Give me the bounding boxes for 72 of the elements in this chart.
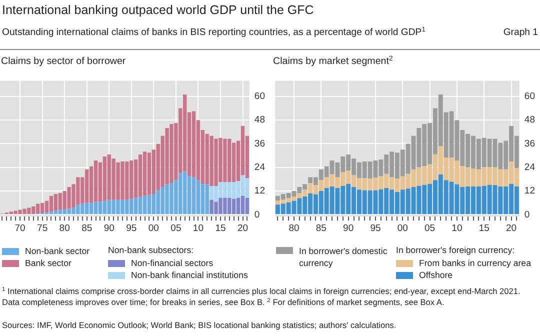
bar (196, 180, 200, 214)
bar (40, 202, 44, 214)
bar (98, 202, 102, 214)
y-tick-label: 0 (254, 209, 260, 220)
bar (142, 152, 147, 196)
bar (147, 152, 152, 195)
legend-label: Non-bank sector (25, 246, 90, 256)
x-tick-label: 10 (452, 222, 462, 234)
bar (138, 196, 142, 214)
legend-label: From banks in currency area (419, 258, 531, 268)
legend-label: Bank sector (25, 258, 72, 268)
bar (192, 111, 196, 178)
bar (245, 198, 250, 214)
bar (192, 177, 196, 214)
bar (142, 196, 147, 214)
y-tick-label: 12 (524, 186, 536, 197)
text: $^{1}$ International claims comprise cross-border claims in all currencies plus local claims in foreign currencies; end-year, except end-March 2021. Data completeness improves over time; for breaks in series, see Box B. $^{2}$ For definitions of market segments, see Box A. (2, 286, 522, 308)
bar (94, 202, 98, 214)
x-tick-label: 80 (59, 222, 70, 234)
x-tick-label: 75 (37, 222, 48, 234)
chart-title: Claims by market segment$^{2}$ (273, 56, 393, 68)
chart-title: Claims by sector of borrower (1, 56, 126, 68)
bar (147, 194, 152, 214)
x-tick-label: 00 (397, 222, 408, 234)
source-note: Sources: IMF, World Economic Outlook; World Bank; BIS locational banking statistics; authors' calculations. (2, 320, 396, 330)
y-tick-label: 0 (524, 209, 530, 220)
y-tick-label: 48 (254, 114, 266, 126)
legend-title: Non-bank subsectors: (108, 245, 195, 257)
bar (89, 202, 94, 214)
y-tick-label: 12 (254, 186, 266, 197)
legend-label: Non-financial sectors (131, 258, 214, 268)
bar (240, 175, 245, 196)
bar (205, 184, 209, 214)
bar (240, 196, 245, 214)
x-tick-label: 85 (82, 222, 92, 234)
y-tick-label: 24 (524, 162, 536, 173)
bar (49, 212, 54, 214)
y-tick-label: 60 (254, 91, 266, 102)
x-tick-label: 15 (215, 222, 226, 234)
x-tick-label: 20 (506, 222, 517, 234)
caption: Graph 1 (503, 27, 538, 38)
x-tick-label: 00 (148, 222, 159, 234)
x-tick-label: 10 (192, 222, 204, 234)
legend-label: Offshore (419, 270, 453, 280)
x-tick-label: 70 (14, 222, 26, 234)
x-tick-label: 90 (343, 222, 354, 234)
text: Outstanding international claims of banks in BIS reporting countries, as a percentage of world GDP$^{1}$ (2, 26, 426, 38)
x-tick-label: 95 (370, 222, 381, 234)
bar (236, 198, 240, 214)
bar (94, 160, 98, 202)
bar (49, 196, 54, 212)
y-tick-label: 36 (524, 138, 536, 150)
x-tick-label: 15 (478, 222, 490, 234)
x-tick-label: 05 (424, 222, 436, 234)
x-tick-label: 20 (237, 222, 248, 234)
y-tick-label: 36 (254, 138, 266, 150)
x-tick-label: 05 (170, 222, 182, 234)
legend-label: In borrower's domestic currency (299, 245, 388, 269)
bar (54, 210, 58, 214)
legend-title: In borrower's foreign currency: (396, 245, 516, 257)
bar (245, 178, 250, 198)
x-tick-label: 80 (288, 222, 300, 234)
text: International banking outpaced world GDP until the GFC (2, 3, 314, 17)
y-tick-label: 48 (524, 114, 536, 126)
x-tick-label: 95 (126, 222, 137, 234)
y-tick-label: 60 (524, 91, 536, 102)
bar (54, 194, 58, 211)
y-tick-label: 24 (254, 162, 266, 173)
x-tick-label: 85 (316, 222, 326, 234)
bar (138, 154, 142, 197)
legend-label: Non-bank financial institutions (131, 270, 248, 280)
x-tick-label: 90 (104, 222, 114, 234)
